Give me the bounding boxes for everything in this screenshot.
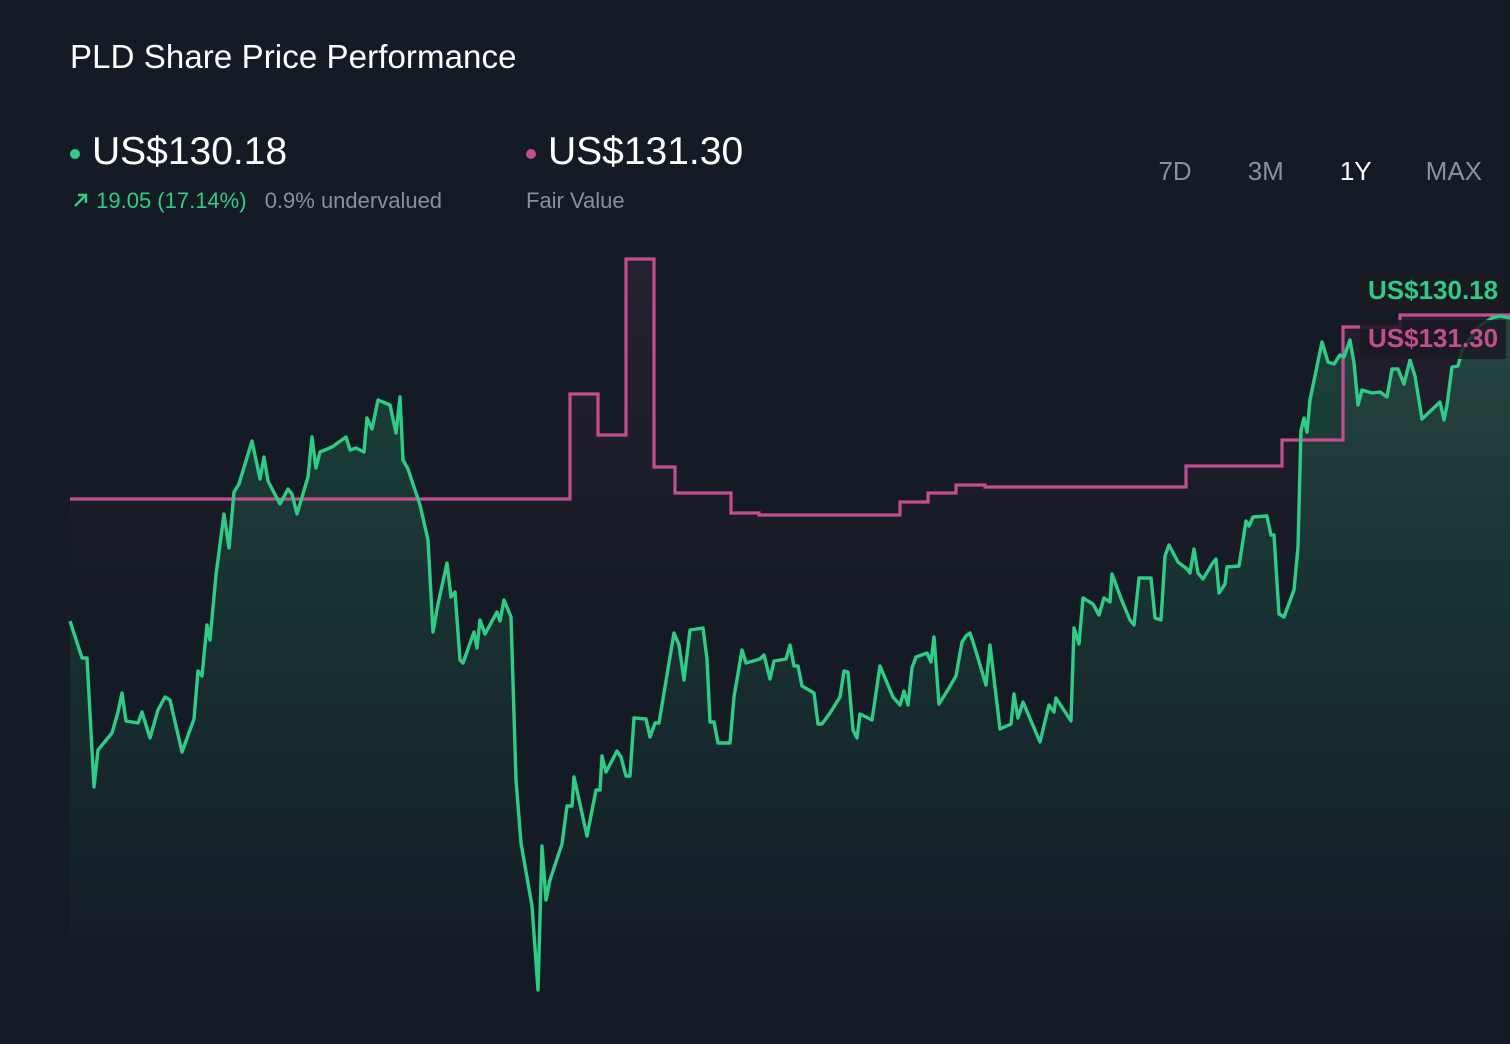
price-line (68, 314, 1510, 992)
fair-value-price: US$131.30 (548, 130, 744, 173)
page-title: PLD Share Price Performance (70, 38, 517, 75)
current-price-summary: US$130.18 19.05 (17.14%) 0.9% undervalue… (70, 130, 442, 213)
fair-value-area (70, 259, 1510, 600)
tab-max[interactable]: MAX (1425, 156, 1482, 186)
fair-value-label-row: Fair Value (526, 188, 625, 214)
price-change-row: 19.05 (17.14%) 0.9% undervalued (72, 188, 442, 214)
price-legend-dot (70, 148, 80, 159)
fair-value-tag: US$131.30 (1360, 320, 1507, 359)
fair-value-legend-dot (526, 148, 536, 159)
period-tabs: 7D 3M 1Y MAX (1158, 156, 1482, 187)
price-change: 19.05 (17.14%) (96, 188, 247, 213)
price-tag: US$130.18 (1360, 272, 1507, 311)
valuation-text: 0.9% undervalued (264, 188, 443, 213)
fair-value-line (70, 257, 1510, 517)
tab-1y[interactable]: 1Y (1339, 156, 1372, 186)
tab-3m[interactable]: 3M (1247, 156, 1284, 186)
tab-7d[interactable]: 7D (1158, 156, 1192, 186)
arrow-up-right-icon (72, 188, 96, 213)
fair-value-summary: US$131.30 Fair Value (526, 130, 744, 213)
fair-value-label: Fair Value (526, 188, 625, 213)
current-price: US$130.18 (92, 130, 288, 173)
